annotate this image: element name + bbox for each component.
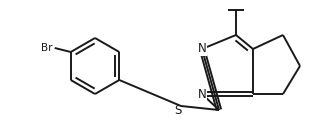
Text: N: N <box>198 88 206 100</box>
Text: N: N <box>198 43 206 55</box>
Text: Br: Br <box>41 43 53 53</box>
Text: S: S <box>174 103 182 117</box>
